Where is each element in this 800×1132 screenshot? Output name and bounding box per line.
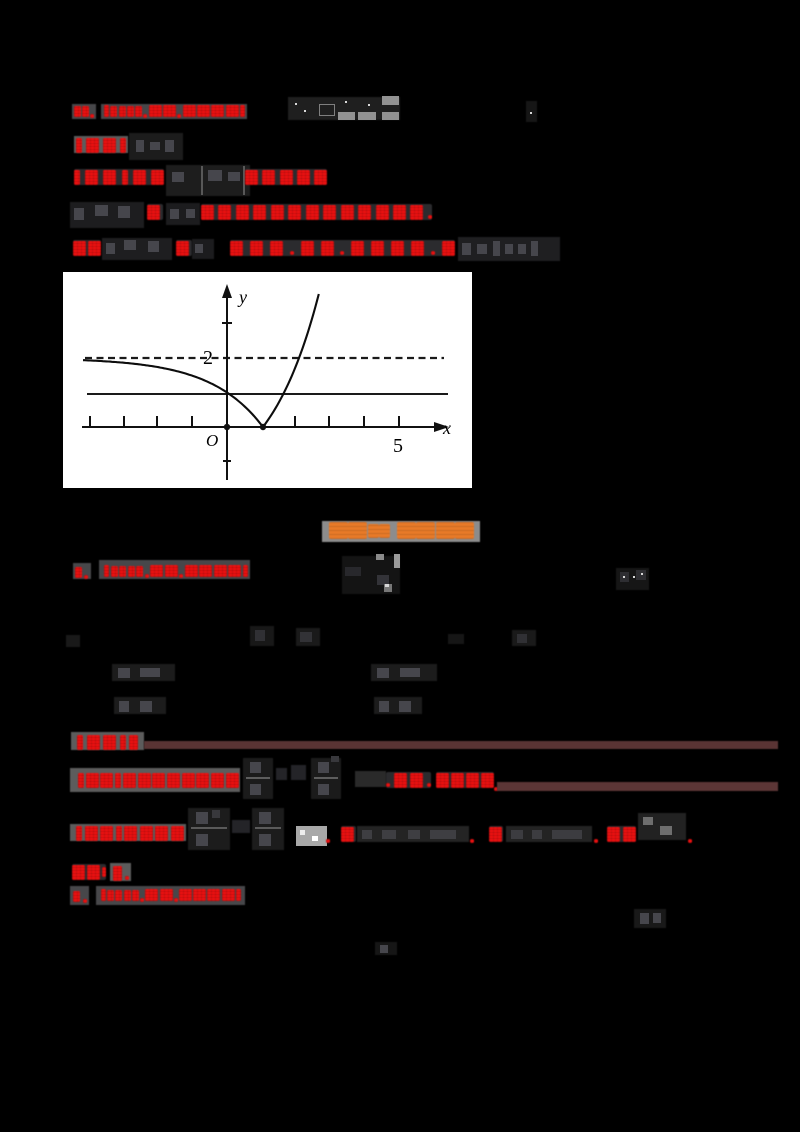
svg-text:5: 5 [393, 435, 403, 457]
svg-text:x: x [442, 418, 451, 438]
svg-text:y: y [237, 287, 247, 307]
svg-text:O: O [206, 431, 218, 450]
svg-text:2: 2 [203, 347, 213, 369]
